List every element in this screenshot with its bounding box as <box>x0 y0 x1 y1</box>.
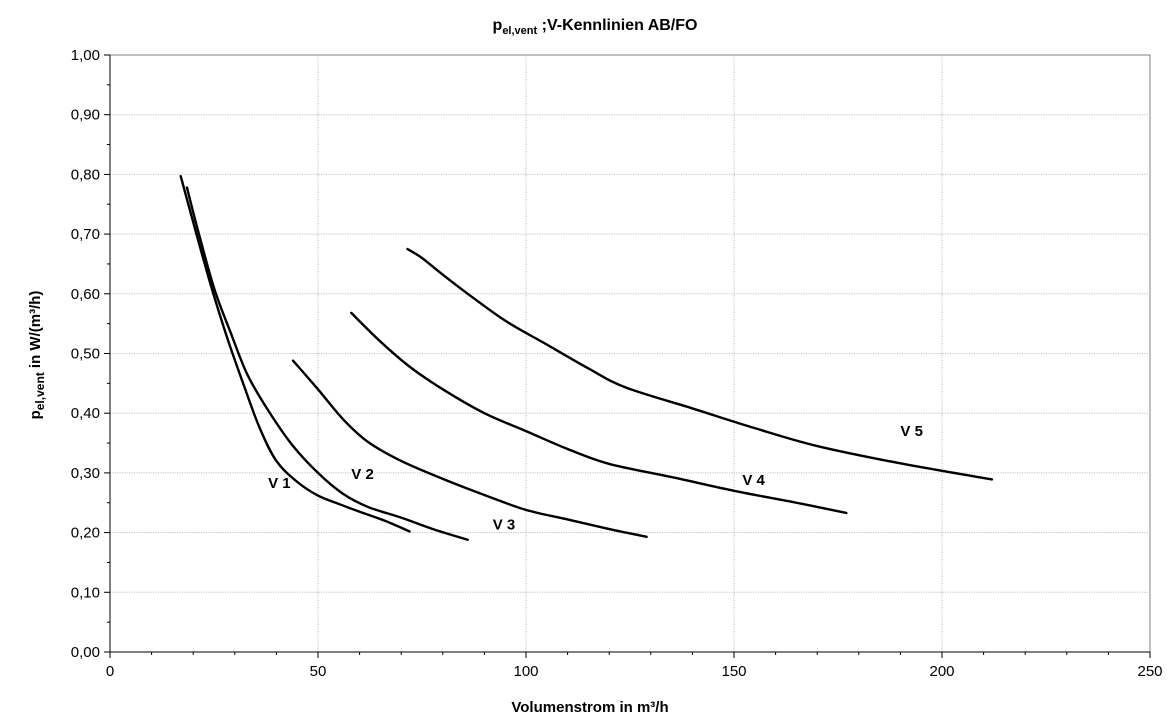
y-tick-label: 0,60 <box>71 286 100 303</box>
y-tick-label: 0,30 <box>71 465 100 482</box>
y-tick-label: 0,10 <box>71 584 100 601</box>
x-tick-label: 200 <box>929 663 954 680</box>
series-line-3 <box>291 359 648 538</box>
series-label-3: V 3 <box>493 517 516 534</box>
chart-title: pel,vent ;V-Kennlinien AB/FO <box>493 17 698 37</box>
series-line-2 <box>185 186 469 541</box>
grid <box>110 55 1150 652</box>
chart-title-rest: ;V-Kennlinien AB/FO <box>537 17 697 34</box>
y-tick-label: 0,70 <box>71 226 100 243</box>
y-tick-label: 0,40 <box>71 405 100 422</box>
y-tick-label: 0,90 <box>71 107 100 124</box>
x-axis-label: Volumenstrom in m³/h <box>511 699 668 716</box>
y-tick-label: 0,80 <box>71 166 100 183</box>
series-label-2: V 2 <box>351 466 374 483</box>
series-line-4 <box>350 311 848 515</box>
y-axis-label-subscript: el,vent <box>33 372 47 410</box>
chart-title-main: p <box>493 17 503 34</box>
chart-title-subscript: el,vent <box>502 25 537 37</box>
y-tick-label: 0,20 <box>71 525 100 542</box>
series-label-5: V 5 <box>900 423 923 440</box>
series-line-1 <box>179 174 411 533</box>
y-axis-label-main: p <box>27 410 44 419</box>
y-tick-label: 1,00 <box>71 47 100 64</box>
x-axis: 0 50 100 150 200 250 <box>106 651 1163 680</box>
y-axis-label: pel,vent in W/(m³/h) <box>27 291 47 420</box>
x-tick-label: 0 <box>106 663 114 680</box>
series-line-5 <box>406 247 994 481</box>
x-tick-label: 100 <box>513 663 538 680</box>
y-tick-label: 0,00 <box>71 644 100 661</box>
series-label-4: V 4 <box>742 472 765 489</box>
y-axis-label-rest: in W/(m³/h) <box>27 291 44 373</box>
y-axis: 0,00 0,10 0,20 0,30 0,40 0,50 0,60 0,70 0,80 0,90… <box>71 47 111 661</box>
x-tick-label: 50 <box>310 663 327 680</box>
y-tick-label: 0,50 <box>71 346 100 363</box>
series-group: V 1 V 2 V 3 V 4 V 5 <box>179 174 994 541</box>
x-tick-label: 250 <box>1137 663 1162 680</box>
series-label-1: V 1 <box>268 475 291 492</box>
x-tick-label: 150 <box>721 663 746 680</box>
